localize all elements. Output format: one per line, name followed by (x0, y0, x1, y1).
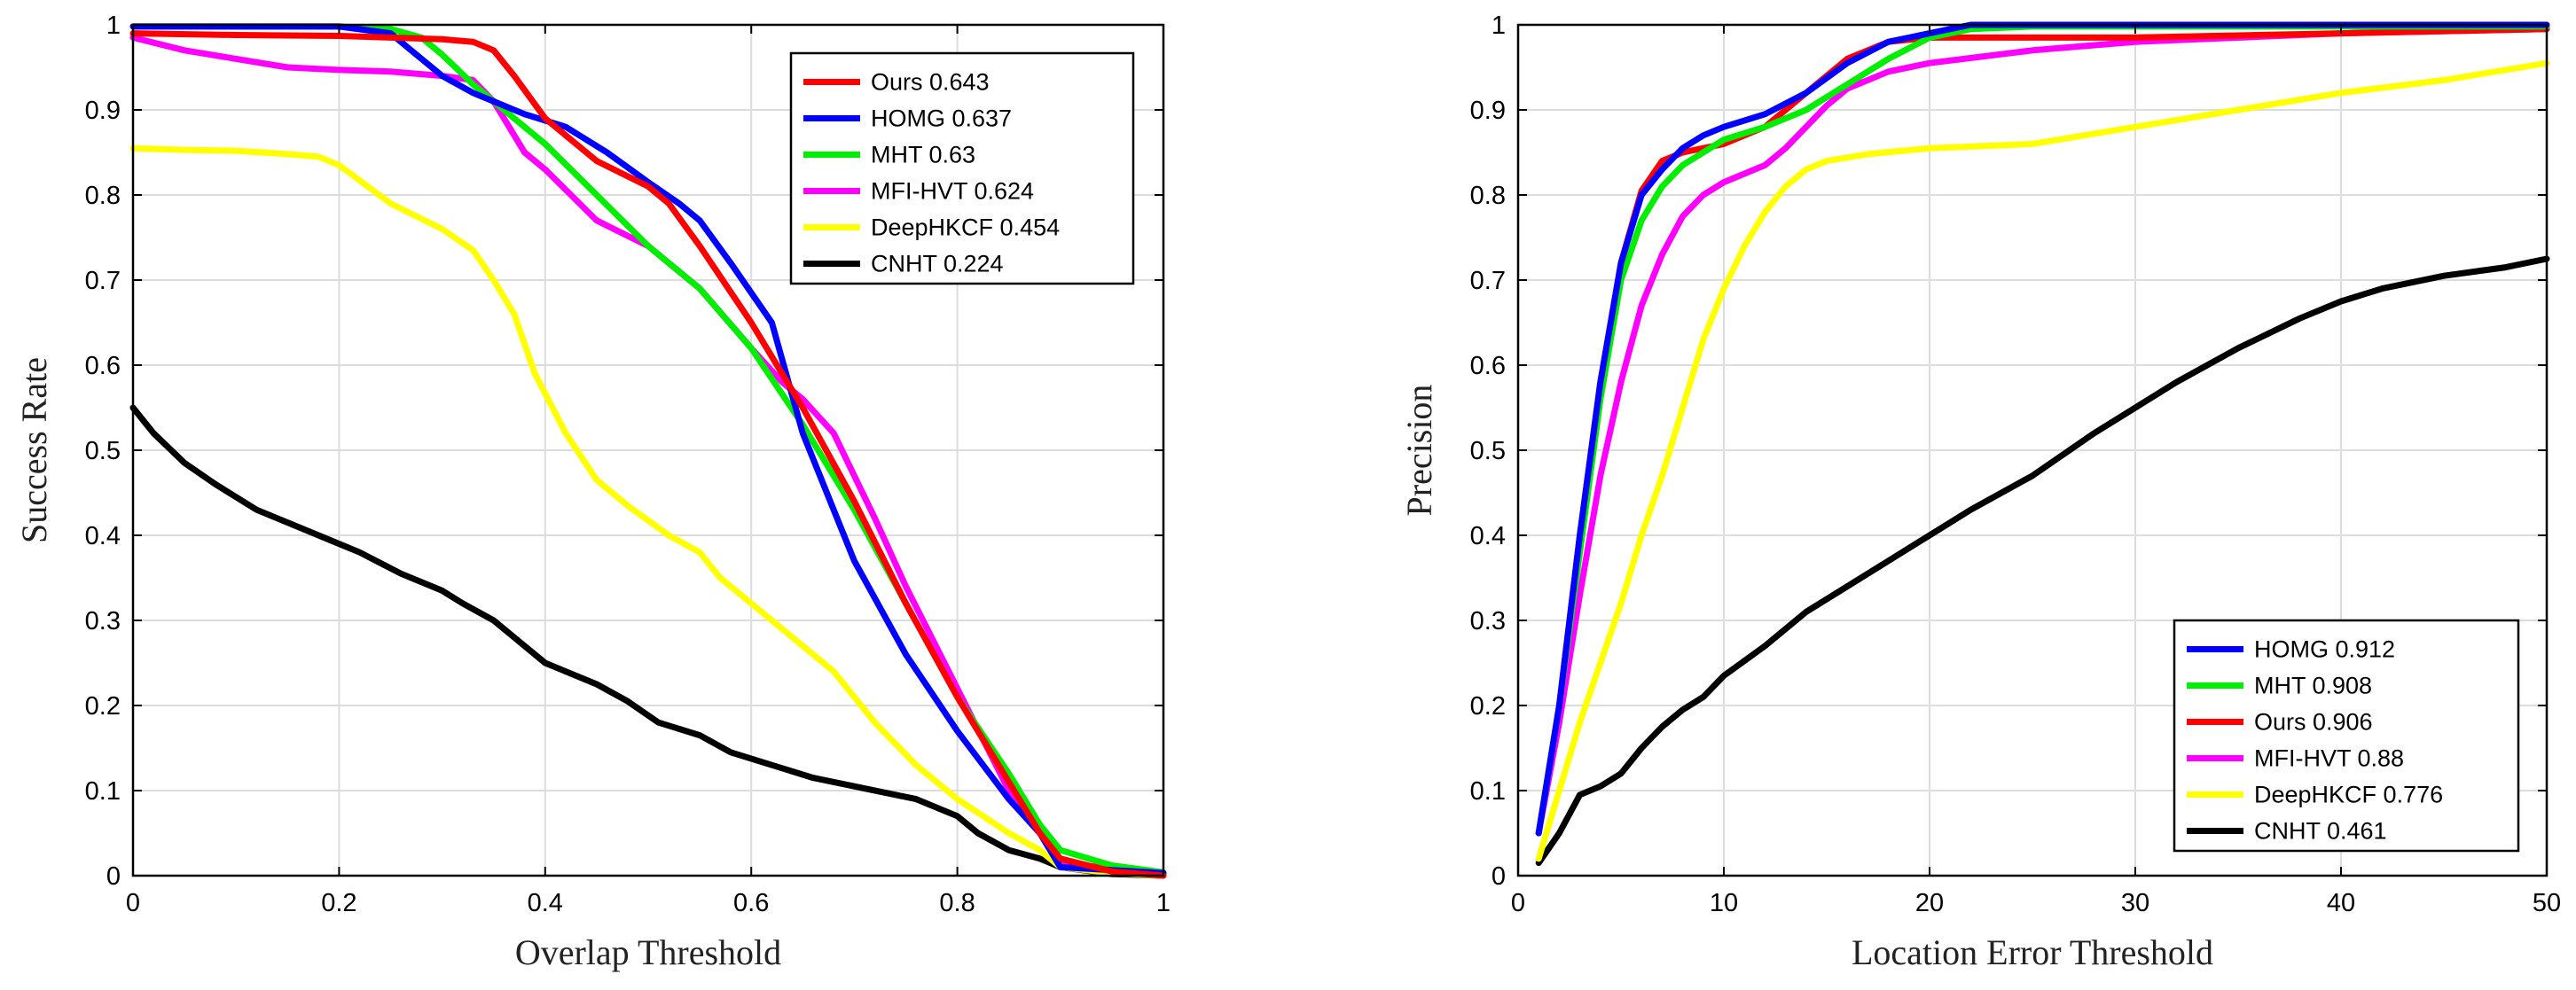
precision-plot-x-tick-label: 40 (2327, 889, 2355, 917)
success-plot-y-axis-label: Success Rate (14, 357, 54, 543)
precision-plot-legend-entry: HOMG 0.912 (2254, 636, 2395, 663)
success-plot-legend-entry: MFI-HVT 0.624 (871, 178, 1034, 205)
success-plot-series (129, 23, 1167, 879)
success-plot-line-mht (129, 23, 1167, 876)
success-plot-x-tick-label: 0.6 (733, 889, 769, 917)
precision-plot-y-tick-label: 0.4 (1470, 522, 1506, 550)
success-plot-y-tick-label: 0.3 (85, 607, 121, 635)
success-plot-y-tick-label: 0.5 (85, 437, 121, 465)
precision-plot-x-tick-label: 20 (1915, 889, 1944, 917)
precision-plot-y-tick-label: 0.6 (1470, 352, 1506, 380)
precision-plot-x-axis-label: Location Error Threshold (1852, 932, 2213, 972)
success-plot-y-tick-label: 1 (106, 12, 121, 40)
success-plot-legend-box (789, 51, 1135, 285)
precision-plot-legend: HOMG 0.912 MHT 0.908 Ours 0.906 MFI-HVT 0.8… (2173, 619, 2520, 853)
success-plot-legend-entry: Ours 0.643 (871, 69, 990, 96)
precision-plot-y-tick-label: 0.3 (1470, 607, 1506, 635)
success-plot-line-homg (129, 23, 1167, 877)
precision-plot: 0 10 20 30 40 50 0 0.1 0.2 0.3 0.4 0.5 0.6 0.7 0.8 0.9 1… (1399, 12, 2561, 972)
success-plot-x-tick-label: 0.8 (939, 889, 975, 917)
success-plot-legend-entry: DeepHKCF 0.454 (871, 214, 1060, 241)
success-plot-ticks: 0 0.2 0.4 0.6 0.8 1 0 0.1 0.2 0.3 0.4 0.5 0.6 0.7 0.8 0… (85, 12, 1171, 917)
precision-plot-y-tick-label: 0.1 (1470, 777, 1506, 806)
success-plot: 0 0.2 0.4 0.6 0.8 1 0 0.1 0.2 0.3 0.4 0.5 0.6 0.7 0.8 0… (14, 12, 1171, 972)
success-plot-line-ours (129, 30, 1167, 879)
success-plot-y-tick-label: 0.1 (85, 777, 121, 806)
success-plot-y-tick-label: 0.9 (85, 97, 121, 125)
precision-plot-line-deephkcf (1535, 59, 2550, 862)
success-plot-line-deephkcf (129, 144, 1167, 879)
success-plot-legend-entry: HOMG 0.637 (871, 105, 1012, 132)
precision-plot-y-tick-label: 0.5 (1470, 437, 1506, 465)
precision-plot-y-tick-label: 0 (1492, 862, 1506, 891)
success-plot-y-tick-label: 0 (106, 862, 121, 891)
precision-plot-y-tick-label: 0.7 (1470, 267, 1506, 295)
success-plot-y-tick-label: 0.4 (85, 522, 121, 550)
success-plot-y-tick-label: 0.2 (85, 692, 121, 721)
success-plot-y-tick-label: 0.8 (85, 182, 121, 210)
success-plot-legend-entry: CNHT 0.224 (871, 251, 1004, 277)
precision-plot-x-tick-label: 10 (1710, 889, 1738, 917)
success-plot-x-tick-label: 1 (1156, 889, 1171, 917)
precision-plot-x-tick-label: 0 (1511, 889, 1525, 917)
success-plot-y-tick-label: 0.6 (85, 352, 121, 380)
precision-plot-legend-entry: DeepHKCF 0.776 (2254, 782, 2443, 808)
success-plot-x-axis-label: Overlap Threshold (515, 932, 781, 972)
precision-plot-line-mfi-hvt (1535, 26, 2550, 837)
success-plot-legend-entry: MHT 0.63 (871, 142, 975, 168)
precision-plot-legend-entry: MFI-HVT 0.88 (2254, 745, 2404, 772)
precision-plot-line-cnht (1535, 255, 2550, 867)
success-plot-x-tick-label: 0.4 (528, 889, 563, 917)
precision-plot-legend-entry: MHT 0.908 (2254, 673, 2372, 699)
precision-plot-x-tick-label: 30 (2121, 889, 2149, 917)
precision-plot-ticks: 0 10 20 30 40 50 0 0.1 0.2 0.3 0.4 0.5 0.6 0.7 0.8 0.9 1 (1470, 12, 2561, 917)
precision-plot-y-tick-label: 1 (1492, 12, 1506, 40)
precision-plot-y-tick-label: 0.8 (1470, 182, 1506, 210)
success-plot-line-cnht (129, 404, 1167, 879)
success-plot-x-tick-label: 0.2 (321, 889, 356, 917)
success-plot-legend: Ours 0.643 HOMG 0.637 MHT 0.63 MFI-HVT 0.62… (789, 51, 1135, 285)
success-plot-x-tick-label: 0 (126, 889, 140, 917)
precision-plot-y-tick-label: 0.9 (1470, 97, 1506, 125)
success-plot-y-tick-label: 0.7 (85, 267, 121, 295)
precision-plot-x-tick-label: 50 (2533, 889, 2561, 917)
precision-plot-legend-entry: Ours 0.906 (2254, 709, 2373, 736)
precision-plot-legend-box (2173, 619, 2520, 853)
precision-plot-y-tick-label: 0.2 (1470, 692, 1506, 721)
precision-plot-y-axis-label: Precision (1399, 385, 1439, 517)
precision-plot-legend-entry: CNHT 0.461 (2254, 818, 2387, 845)
